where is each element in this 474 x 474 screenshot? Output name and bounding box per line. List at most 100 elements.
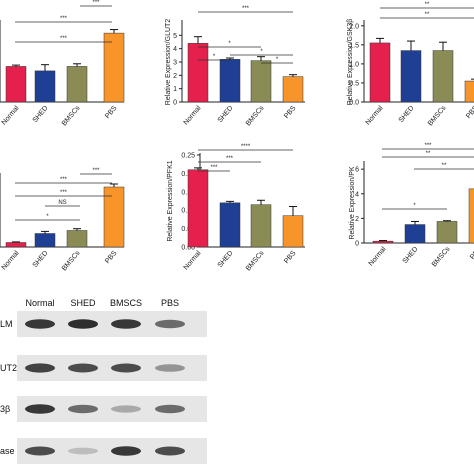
blot-band: [155, 404, 185, 414]
bar-shed: [404, 224, 426, 244]
significance-label: *: [413, 203, 416, 209]
category-label: BMSCs: [431, 245, 452, 268]
category-label: BMSCs: [61, 249, 82, 272]
category-label: SHED: [32, 105, 50, 124]
significance-label: ***: [92, 0, 100, 6]
category-label: SHED: [398, 105, 416, 124]
category-label: BMSCs: [245, 104, 266, 127]
y-axis-label: Relative Expression/GSK3β: [347, 19, 354, 106]
y-tick-label: 0.5: [349, 80, 359, 87]
y-axis-label: Relative Expression/PK: [349, 166, 356, 239]
category-label: PBS: [104, 250, 119, 265]
significance-label: NS: [58, 200, 66, 206]
bar-charts: Normal SHED BMSCs PBS*********012345Relativ…: [0, 0, 474, 272]
significance-label: *: [46, 214, 49, 220]
category-label: BMSCs: [61, 104, 82, 127]
bar-shed: [219, 59, 241, 103]
y-axis-label: Relative Expression/GLUT2: [165, 19, 172, 105]
bar-normal: [5, 242, 27, 248]
significance-label: ****: [241, 144, 251, 150]
category-label: SHED: [32, 250, 50, 269]
blot-band: [25, 363, 55, 373]
blot-band: [155, 364, 185, 372]
category-label: PBS: [465, 105, 474, 120]
blot-band: [111, 319, 141, 329]
y-tick-label: 0: [173, 100, 177, 107]
category-label: SHED: [217, 105, 235, 124]
bar-bmscs: [66, 66, 88, 103]
blot-band: [25, 446, 55, 456]
category-label: PBS: [283, 250, 298, 265]
bar-pbs: [282, 215, 304, 248]
bar-pbs: [468, 188, 474, 244]
category-label: PBS: [469, 246, 474, 261]
y-tick-label: 2.0: [349, 23, 359, 30]
significance-label: ***: [210, 165, 218, 171]
y-tick-label: 0: [355, 241, 359, 248]
y-axis-label: Relative Expression/PFK1: [167, 160, 174, 241]
y-tick-label: 1.0: [349, 61, 359, 68]
significance-label: *: [260, 49, 263, 55]
blot-row-label: ase: [0, 446, 15, 456]
y-tick-label: 0.25: [181, 153, 195, 160]
blot-band: [155, 319, 185, 329]
bar-normal: [5, 66, 27, 103]
bar-pbs: [103, 32, 125, 103]
category-label: Normal: [1, 249, 21, 271]
chart-panel-1: Normal SHED BMSCs PBS *** *** ***: [0, 0, 125, 127]
chart-panel-4: Normal SHED BMSCs PBS * NS *** *** ***: [0, 168, 125, 272]
blot-band: [111, 446, 141, 456]
blot-column-label: BMSCS: [110, 298, 142, 308]
blot-band: [111, 363, 141, 373]
significance-label: ***: [92, 168, 100, 174]
significance-label: **: [426, 151, 431, 157]
category-label: PBS: [283, 105, 298, 120]
bar-bmscs: [250, 60, 272, 103]
blot-row-label: 3β: [0, 404, 10, 414]
blot-row-label: UT2: [0, 363, 17, 373]
significance-label: *: [213, 54, 216, 60]
bar-bmscs: [432, 50, 454, 103]
significance-label: **: [425, 2, 430, 8]
significance-label: ***: [60, 177, 68, 183]
bar-bmscs: [250, 204, 272, 248]
category-label: BMSCs: [245, 249, 266, 272]
y-tick-label: 6: [355, 167, 359, 174]
blot-band: [155, 446, 185, 456]
bar-pbs: [282, 76, 304, 103]
significance-label: ***: [424, 143, 432, 149]
blot-column-label: SHED: [70, 298, 96, 308]
y-tick-label: 0.0: [349, 100, 359, 107]
blot-band: [111, 405, 141, 413]
significance-label: ***: [60, 190, 68, 196]
bar-bmscs: [66, 230, 88, 248]
bar-shed: [34, 233, 56, 248]
significance-label: **: [442, 163, 447, 169]
category-label: SHED: [217, 250, 235, 269]
category-label: BMSCs: [427, 104, 448, 127]
category-label: PBS: [104, 105, 119, 120]
western-blot-panel: Normal SHED BMSCS PBS LM UT2 3β ase: [0, 298, 207, 464]
significance-label: *: [228, 41, 231, 47]
blot-band: [68, 447, 98, 455]
bar-normal: [187, 43, 209, 103]
blot-band: [68, 319, 98, 329]
bar-shed: [219, 202, 241, 248]
y-tick-label: 2: [355, 216, 359, 223]
blot-band: [68, 363, 98, 373]
y-tick-label: 4: [173, 46, 177, 53]
y-tick-label: 3: [173, 60, 177, 67]
blot-band: [68, 404, 98, 414]
category-label: Normal: [183, 249, 203, 271]
category-label: Normal: [183, 104, 203, 126]
significance-label: **: [425, 12, 430, 18]
y-tick-label: 1: [173, 86, 177, 93]
blot-column-label: PBS: [161, 298, 179, 308]
y-tick-label: 5: [173, 33, 177, 40]
significance-label: ***: [60, 16, 68, 22]
blot-column-label: Normal: [25, 298, 54, 308]
